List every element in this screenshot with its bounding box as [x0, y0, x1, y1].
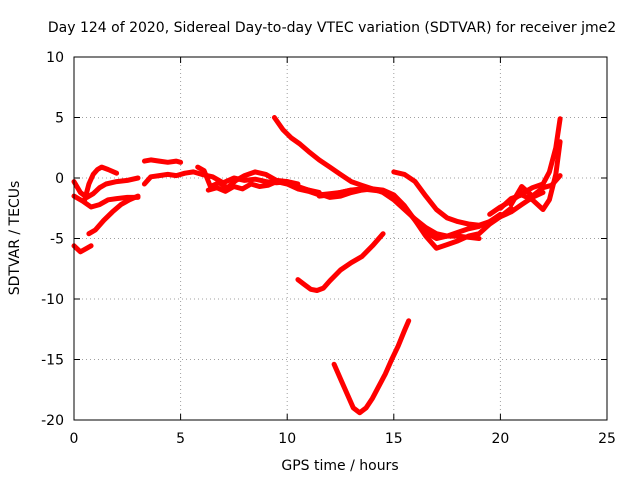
- series-line-arc-12: [316, 186, 503, 241]
- y-tick-label: 10: [46, 50, 64, 66]
- series-group: [71, 115, 563, 416]
- x-axis-label: GPS time / hours: [281, 458, 398, 474]
- series-line-arc-5: [86, 193, 141, 237]
- series-line-arc-3: [82, 164, 120, 203]
- x-tick-label: 5: [176, 431, 185, 447]
- y-tick-label: -5: [50, 232, 64, 248]
- ticks: [73, 56, 608, 421]
- y-tick-label: 5: [55, 111, 64, 127]
- x-tick-label: 25: [598, 431, 616, 447]
- series-line-arc-15: [331, 318, 412, 416]
- y-tick-label: 0: [55, 171, 64, 187]
- x-tick-label: 0: [70, 431, 79, 447]
- y-tick-label: -15: [41, 353, 64, 369]
- series-line-arc-6: [141, 157, 184, 165]
- x-tick-label: 20: [491, 431, 509, 447]
- x-tick-label: 10: [278, 431, 296, 447]
- y-tick-label: -20: [41, 413, 64, 429]
- grid: [74, 57, 607, 420]
- series-line-arc-14: [295, 231, 386, 293]
- series-line-arc-13: [391, 169, 546, 228]
- series-line-arc-18: [508, 173, 563, 208]
- x-tick-label: 15: [385, 431, 403, 447]
- series-line-arc-4: [71, 243, 94, 255]
- chart-title: Day 124 of 2020, Sidereal Day-to-day VTE…: [48, 20, 616, 36]
- series-line-arc-1: [71, 175, 141, 200]
- y-axis-label: SDTVAR / TECUs: [7, 181, 23, 296]
- tick-labels: 0 5 10 15 20 25 -20 -15 -10 -5 0 5 10: [41, 50, 616, 447]
- y-tick-label: -10: [41, 292, 64, 308]
